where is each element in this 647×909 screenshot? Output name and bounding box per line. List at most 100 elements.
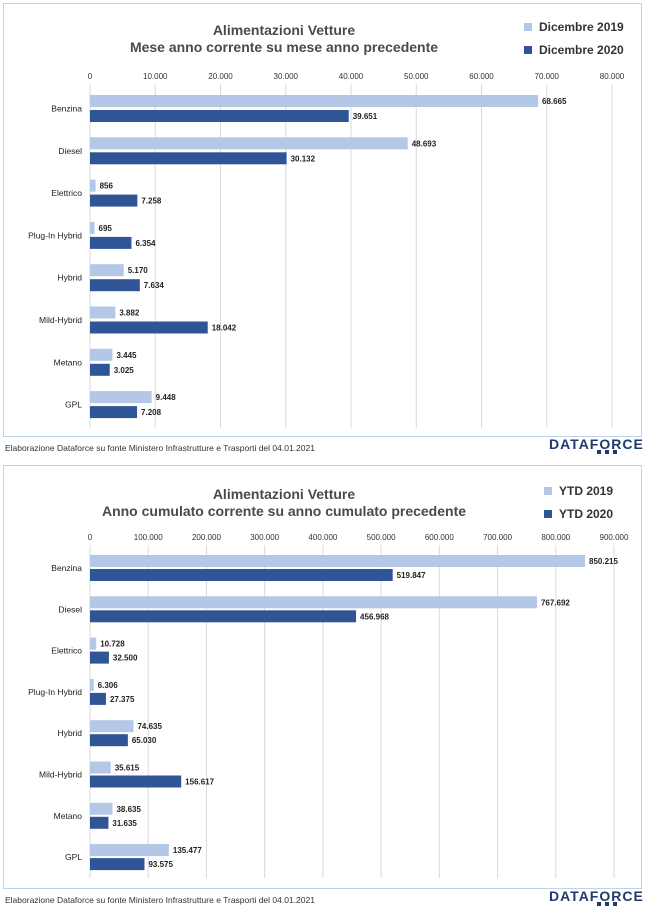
legend-swatch [524,23,532,31]
bar-series-2 [90,110,349,122]
chart-legend-cumulative: YTD 2019 YTD 2020 [544,484,613,530]
bar-chart-monthly: 0 10.000 20.000 30.000 40.000 50.000 60.000 70.… [28,72,625,428]
data-label: 65.030 [132,736,157,745]
legend-swatch [544,510,552,518]
legend-label: Dicembre 2019 [539,20,624,34]
category-label: Metano [54,811,83,821]
data-label: 31.635 [112,819,137,828]
data-label: 3.025 [114,366,135,375]
data-label: 68.665 [542,97,567,106]
category-label: Mild-Hybrid [39,770,82,780]
legend-item-2019: Dicembre 2019 [524,20,624,34]
category-label: Plug-In Hybrid [28,230,82,240]
bar-series-1 [90,555,586,567]
bar-series-1 [90,348,113,361]
x-tick-label: 80.000 [600,72,625,81]
legend-item-ytd2020: YTD 2020 [544,507,613,521]
x-tick-label: 20.000 [208,72,233,81]
bar-series-1 [90,179,96,192]
data-label: 39.651 [353,112,378,121]
category-label: Elettrico [51,646,82,656]
data-label: 35.615 [115,764,140,773]
source-note-top: Elaborazione Dataforce su fonte Minister… [5,443,315,453]
bar-series-2 [90,194,138,207]
bar-series-2 [90,734,128,747]
data-label: 856 [100,182,114,191]
legend-label: YTD 2019 [559,484,614,498]
dataforce-logo-bottom: DATAFORCE [549,888,644,904]
bar-series-2 [90,775,182,788]
data-label: 7.258 [141,197,162,206]
category-label: Mild-Hybrid [39,315,82,325]
legend-item-2020: Dicembre 2020 [524,43,624,57]
category-label: Hybrid [57,273,82,283]
data-label: 767.692 [541,598,570,607]
x-tick-label: 500.000 [367,533,396,542]
x-tick-label: 800.000 [541,533,570,542]
data-label: 7.208 [141,408,162,417]
chart-subtitle-line: Anno cumulato corrente su anno cumulato … [101,503,467,519]
chart-panel-monthly: Alimentazioni Vetture Mese anno corrente… [3,3,642,437]
data-label: 74.635 [137,722,162,731]
x-tick-label: 30.000 [274,72,299,81]
chart-title-cumulative: Alimentazioni Vetture Anno cumulato corr… [64,486,504,520]
x-tick-label: 50.000 [404,72,429,81]
bar-series-2 [90,610,357,623]
category-label: Diesel [58,146,82,156]
data-label: 10.728 [100,640,125,649]
bar-series-1 [90,720,134,733]
data-label: 38.635 [116,805,141,814]
bar-series-1 [90,637,97,650]
bar-series-1 [90,844,169,857]
legend-label: YTD 2020 [559,507,614,521]
bar-series-1 [90,391,152,404]
bar-series-2 [90,858,145,871]
legend-label: Dicembre 2020 [539,43,624,57]
category-label: GPL [65,852,82,862]
category-label: Plug-In Hybrid [28,687,82,697]
data-label: 7.634 [144,281,165,290]
logo-dots-icon [597,450,617,454]
data-label: 6.354 [135,239,156,248]
bar-series-2 [90,279,140,292]
chart-title-line: Alimentazioni Vetture [212,22,356,38]
data-label: 18.042 [212,324,237,333]
x-tick-label: 200.000 [192,533,221,542]
bar-series-2 [90,236,132,249]
data-label: 519.847 [397,571,426,580]
bar-series-2 [90,651,109,664]
chart-subtitle-line: Mese anno corrente su mese anno preceden… [129,39,439,55]
bar-series-1 [90,221,95,234]
logo-dots-icon [597,902,617,906]
bar-series-2 [90,321,208,334]
bar-series-1 [90,95,539,107]
legend-swatch [544,487,552,495]
data-label: 850.215 [589,557,618,566]
data-label: 9.448 [156,393,177,402]
bar-series-2 [90,406,138,419]
data-label: 456.968 [360,612,389,621]
data-label: 156.617 [185,778,214,787]
bar-series-1 [90,137,408,150]
bar-series-1 [90,678,94,691]
x-tick-label: 700.000 [483,533,512,542]
bar-series-1 [90,264,124,277]
category-label: Diesel [58,604,82,614]
category-label: Elettrico [51,188,82,198]
x-tick-label: 400.000 [308,533,337,542]
dataforce-logo-top: DATAFORCE [549,436,644,452]
data-label: 93.575 [148,860,173,869]
bar-series-2 [90,692,106,705]
data-label: 135.477 [173,846,202,855]
data-label: 27.375 [110,695,135,704]
chart-title-monthly: Alimentazioni Vetture Mese anno corrente… [64,22,504,56]
data-label: 48.693 [412,139,437,148]
category-label: Benzina [51,563,82,573]
bar-series-2 [90,569,393,581]
bar-series-2 [90,363,110,376]
bar-series-1 [90,802,113,815]
chart-panel-cumulative: Alimentazioni Vetture Anno cumulato corr… [3,465,642,889]
data-label: 5.170 [128,266,149,275]
category-label: GPL [65,400,82,410]
category-label: Hybrid [57,728,82,738]
